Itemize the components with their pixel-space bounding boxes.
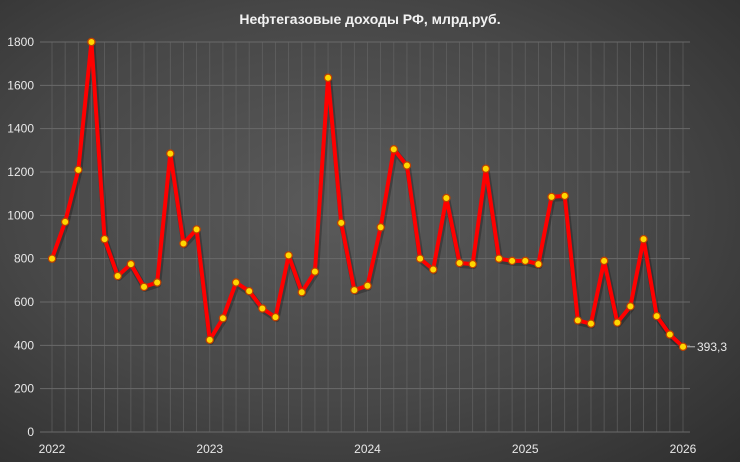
data-point xyxy=(415,254,425,263)
y-tick-label: 200 xyxy=(14,382,34,396)
data-point xyxy=(494,254,504,263)
data-point xyxy=(652,311,661,321)
data-point xyxy=(455,258,464,268)
data-point xyxy=(152,278,162,287)
data-point xyxy=(323,73,333,82)
data-point xyxy=(376,223,385,232)
x-tick-label: 2025 xyxy=(512,442,539,456)
data-point xyxy=(297,288,306,297)
data-point xyxy=(507,256,517,266)
x-tick-label: 2024 xyxy=(354,442,381,456)
data-point xyxy=(113,271,122,281)
data-point xyxy=(74,165,83,175)
y-tick-label: 800 xyxy=(14,252,34,266)
y-tick-label: 1800 xyxy=(7,35,34,49)
x-tick-label: 2022 xyxy=(39,442,66,456)
data-point xyxy=(258,304,267,313)
data-point xyxy=(126,259,136,269)
data-point xyxy=(626,302,635,311)
data-point xyxy=(271,312,280,322)
data-point xyxy=(547,192,556,202)
data-point xyxy=(350,285,359,295)
grid xyxy=(40,41,690,433)
data-point xyxy=(310,267,320,276)
y-tick-label: 1600 xyxy=(7,78,34,92)
x-tick-label: 2026 xyxy=(670,442,697,456)
data-point xyxy=(599,256,609,266)
data-point xyxy=(100,234,109,244)
data-point xyxy=(573,316,583,325)
data-point xyxy=(665,330,675,339)
data-point xyxy=(284,251,293,260)
data-point xyxy=(521,256,530,266)
data-point xyxy=(429,265,438,274)
data-point xyxy=(192,225,201,234)
data-point xyxy=(244,286,254,296)
data-point xyxy=(337,218,346,228)
data-point xyxy=(560,191,569,201)
series-markers xyxy=(47,37,688,351)
data-point xyxy=(389,145,398,154)
chart-title: Нефтегазовые доходы РФ, млрд.руб. xyxy=(239,11,500,27)
x-tick-label: 2023 xyxy=(196,442,223,456)
data-point xyxy=(586,319,596,328)
data-point xyxy=(60,217,70,227)
last-value-annotation: 393,3 xyxy=(687,340,727,354)
y-tick-label: 1000 xyxy=(7,208,34,222)
y-tick-label: 400 xyxy=(14,338,34,352)
data-point xyxy=(87,37,96,47)
y-tick-label: 1200 xyxy=(7,165,34,179)
data-point xyxy=(534,259,543,269)
data-point xyxy=(639,234,648,244)
data-point xyxy=(231,278,241,287)
series-line xyxy=(50,40,687,351)
data-point xyxy=(166,149,175,158)
data-point xyxy=(179,239,188,248)
y-axis: 0 200 400 600 800 1000 1200 1400 1600 1800 xyxy=(7,35,34,439)
data-point xyxy=(442,193,451,203)
data-point xyxy=(468,259,477,269)
last-value-label: 393,3 xyxy=(697,340,727,354)
data-point xyxy=(47,254,57,263)
data-point xyxy=(139,282,149,292)
data-point xyxy=(402,161,412,170)
data-point xyxy=(205,335,214,345)
series-line-shadow xyxy=(50,41,687,351)
data-point xyxy=(678,342,688,351)
data-point xyxy=(363,281,372,290)
y-tick-label: 600 xyxy=(14,295,34,309)
data-point xyxy=(481,164,491,173)
y-tick-label: 1400 xyxy=(7,122,34,136)
data-point xyxy=(613,318,622,327)
y-tick-label: 0 xyxy=(27,425,34,439)
data-point xyxy=(218,314,228,323)
x-axis: 2022 2023 2024 2025 2026 xyxy=(39,442,697,456)
